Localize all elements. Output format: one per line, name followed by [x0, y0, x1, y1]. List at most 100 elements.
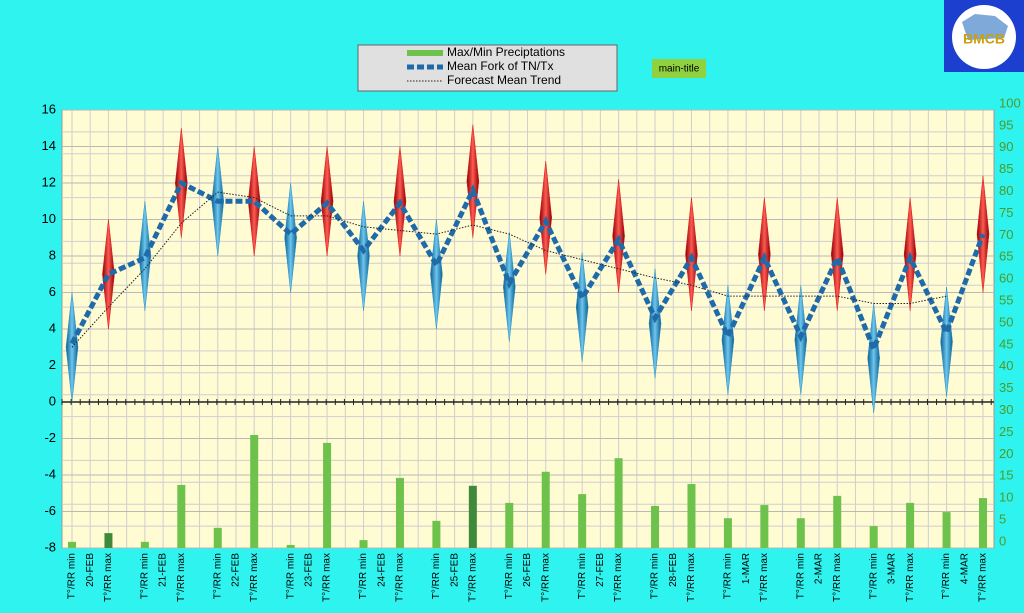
y2-tick-label: 90 — [999, 139, 1013, 154]
bar — [213, 527, 222, 548]
date-label: 20-FEB — [85, 553, 96, 587]
y2-tick-label: 100 — [999, 95, 1021, 110]
bar — [395, 477, 404, 548]
x-tick-label: T°/RR min — [212, 553, 223, 599]
bar — [869, 526, 878, 548]
legend-swatch — [407, 50, 443, 56]
date-label: 4-MAR — [959, 553, 970, 584]
x-tick-label: T°/RR max — [467, 553, 478, 602]
y-tick-label: 0 — [49, 393, 56, 408]
y2-tick-label: 80 — [999, 183, 1013, 198]
y2-tick-label: 0 — [999, 533, 1006, 548]
y-tick-label: 10 — [42, 211, 56, 226]
range-spindle — [867, 303, 880, 413]
y-tick-label: -4 — [44, 466, 56, 481]
range-spindle — [830, 197, 844, 311]
y2-tick-label: 10 — [999, 490, 1013, 505]
range-spindle — [284, 182, 297, 293]
range-spindle — [102, 219, 115, 330]
bar — [505, 502, 514, 548]
range-spindle — [940, 286, 953, 397]
x-tick-label: T°/RR max — [540, 553, 551, 602]
bar — [614, 458, 623, 548]
x-tick-label: T°/RR max — [395, 553, 406, 602]
bar — [979, 498, 987, 548]
y2-tick-label: 65 — [999, 249, 1013, 264]
logo-map — [962, 14, 1008, 40]
y-tick-label: 4 — [49, 320, 56, 335]
title-box — [652, 59, 706, 78]
x-tick-label: T°/RR min — [868, 553, 879, 599]
range-spindle — [575, 252, 589, 362]
x-tick-label: T°/RR min — [723, 553, 734, 599]
y2-tick-label: 30 — [999, 402, 1013, 417]
x-tick-label: T°/RR max — [759, 553, 770, 602]
y-tick-label: -8 — [44, 539, 56, 554]
bar — [796, 518, 805, 548]
y-tick-label: 12 — [42, 174, 56, 189]
logo-text: BMCB — [963, 31, 1005, 47]
bar — [541, 471, 550, 548]
date-label: 2-MAR — [814, 553, 825, 584]
bar — [578, 494, 587, 548]
y2-tick-label: 40 — [999, 358, 1013, 373]
x-tick-label: T°/RR max — [905, 553, 916, 602]
y2-tick-label: 25 — [999, 424, 1013, 439]
date-label: 21-FEB — [158, 553, 169, 587]
y-tick-label: 2 — [49, 357, 56, 372]
y2-tick-label: 75 — [999, 205, 1013, 220]
bar — [359, 540, 368, 548]
bar — [140, 541, 149, 548]
y2-tick-label: 20 — [999, 446, 1013, 461]
bar — [760, 505, 769, 548]
date-label: 3-MAR — [887, 553, 898, 584]
bar — [723, 518, 732, 548]
series-line — [69, 179, 986, 356]
date-label: 22-FEB — [231, 553, 242, 587]
bar — [104, 533, 113, 548]
x-tick-label: T°/RR min — [650, 553, 661, 599]
x-tick-label: T°/RR min — [504, 553, 515, 599]
bar — [432, 520, 441, 548]
y2-tick-label: 45 — [999, 336, 1013, 351]
x-tick-label: T°/RR max — [686, 553, 697, 602]
range-spindle — [247, 146, 261, 257]
x-tick-label: T°/RR min — [941, 553, 952, 599]
bar — [942, 512, 951, 548]
x-tick-label: T°/RR min — [431, 553, 442, 599]
x-tick-label: T°/RR min — [795, 553, 806, 599]
y-tick-label: -2 — [44, 430, 56, 445]
legend-label: Max/Min Preciptations — [447, 45, 565, 59]
date-label: 23-FEB — [304, 553, 315, 587]
legend-label: Forecast Mean Trend — [447, 73, 561, 87]
x-tick-label: T°/RR max — [103, 553, 114, 602]
bar — [323, 442, 332, 548]
x-tick-label: T°/RR max — [176, 553, 187, 602]
bar — [687, 484, 696, 548]
range-spindle — [648, 268, 662, 379]
bar — [177, 484, 186, 548]
bar — [468, 485, 477, 548]
y-tick-label: 16 — [42, 101, 56, 116]
range-spindle — [466, 124, 480, 238]
bar — [906, 502, 915, 548]
bar — [651, 505, 660, 548]
x-tick-label: T°/RR min — [358, 553, 369, 599]
range-spindle — [357, 201, 370, 311]
y2-tick-label: 60 — [999, 271, 1013, 286]
x-tick-label: T°/RR max — [322, 553, 333, 602]
y-tick-label: 6 — [49, 284, 56, 299]
y-tick-label: 14 — [42, 138, 56, 153]
date-label: 25-FEB — [449, 553, 460, 587]
bar — [250, 434, 259, 548]
date-label: 1-MAR — [741, 553, 752, 584]
y2-tick-label: 55 — [999, 293, 1013, 308]
range-spindle — [138, 201, 152, 311]
date-label: 24-FEB — [376, 553, 387, 587]
x-tick-label: T°/RR max — [832, 553, 843, 602]
date-label: 27-FEB — [595, 553, 606, 587]
legend — [357, 44, 618, 92]
y-tick-label: -6 — [44, 503, 56, 518]
bar — [833, 495, 842, 548]
